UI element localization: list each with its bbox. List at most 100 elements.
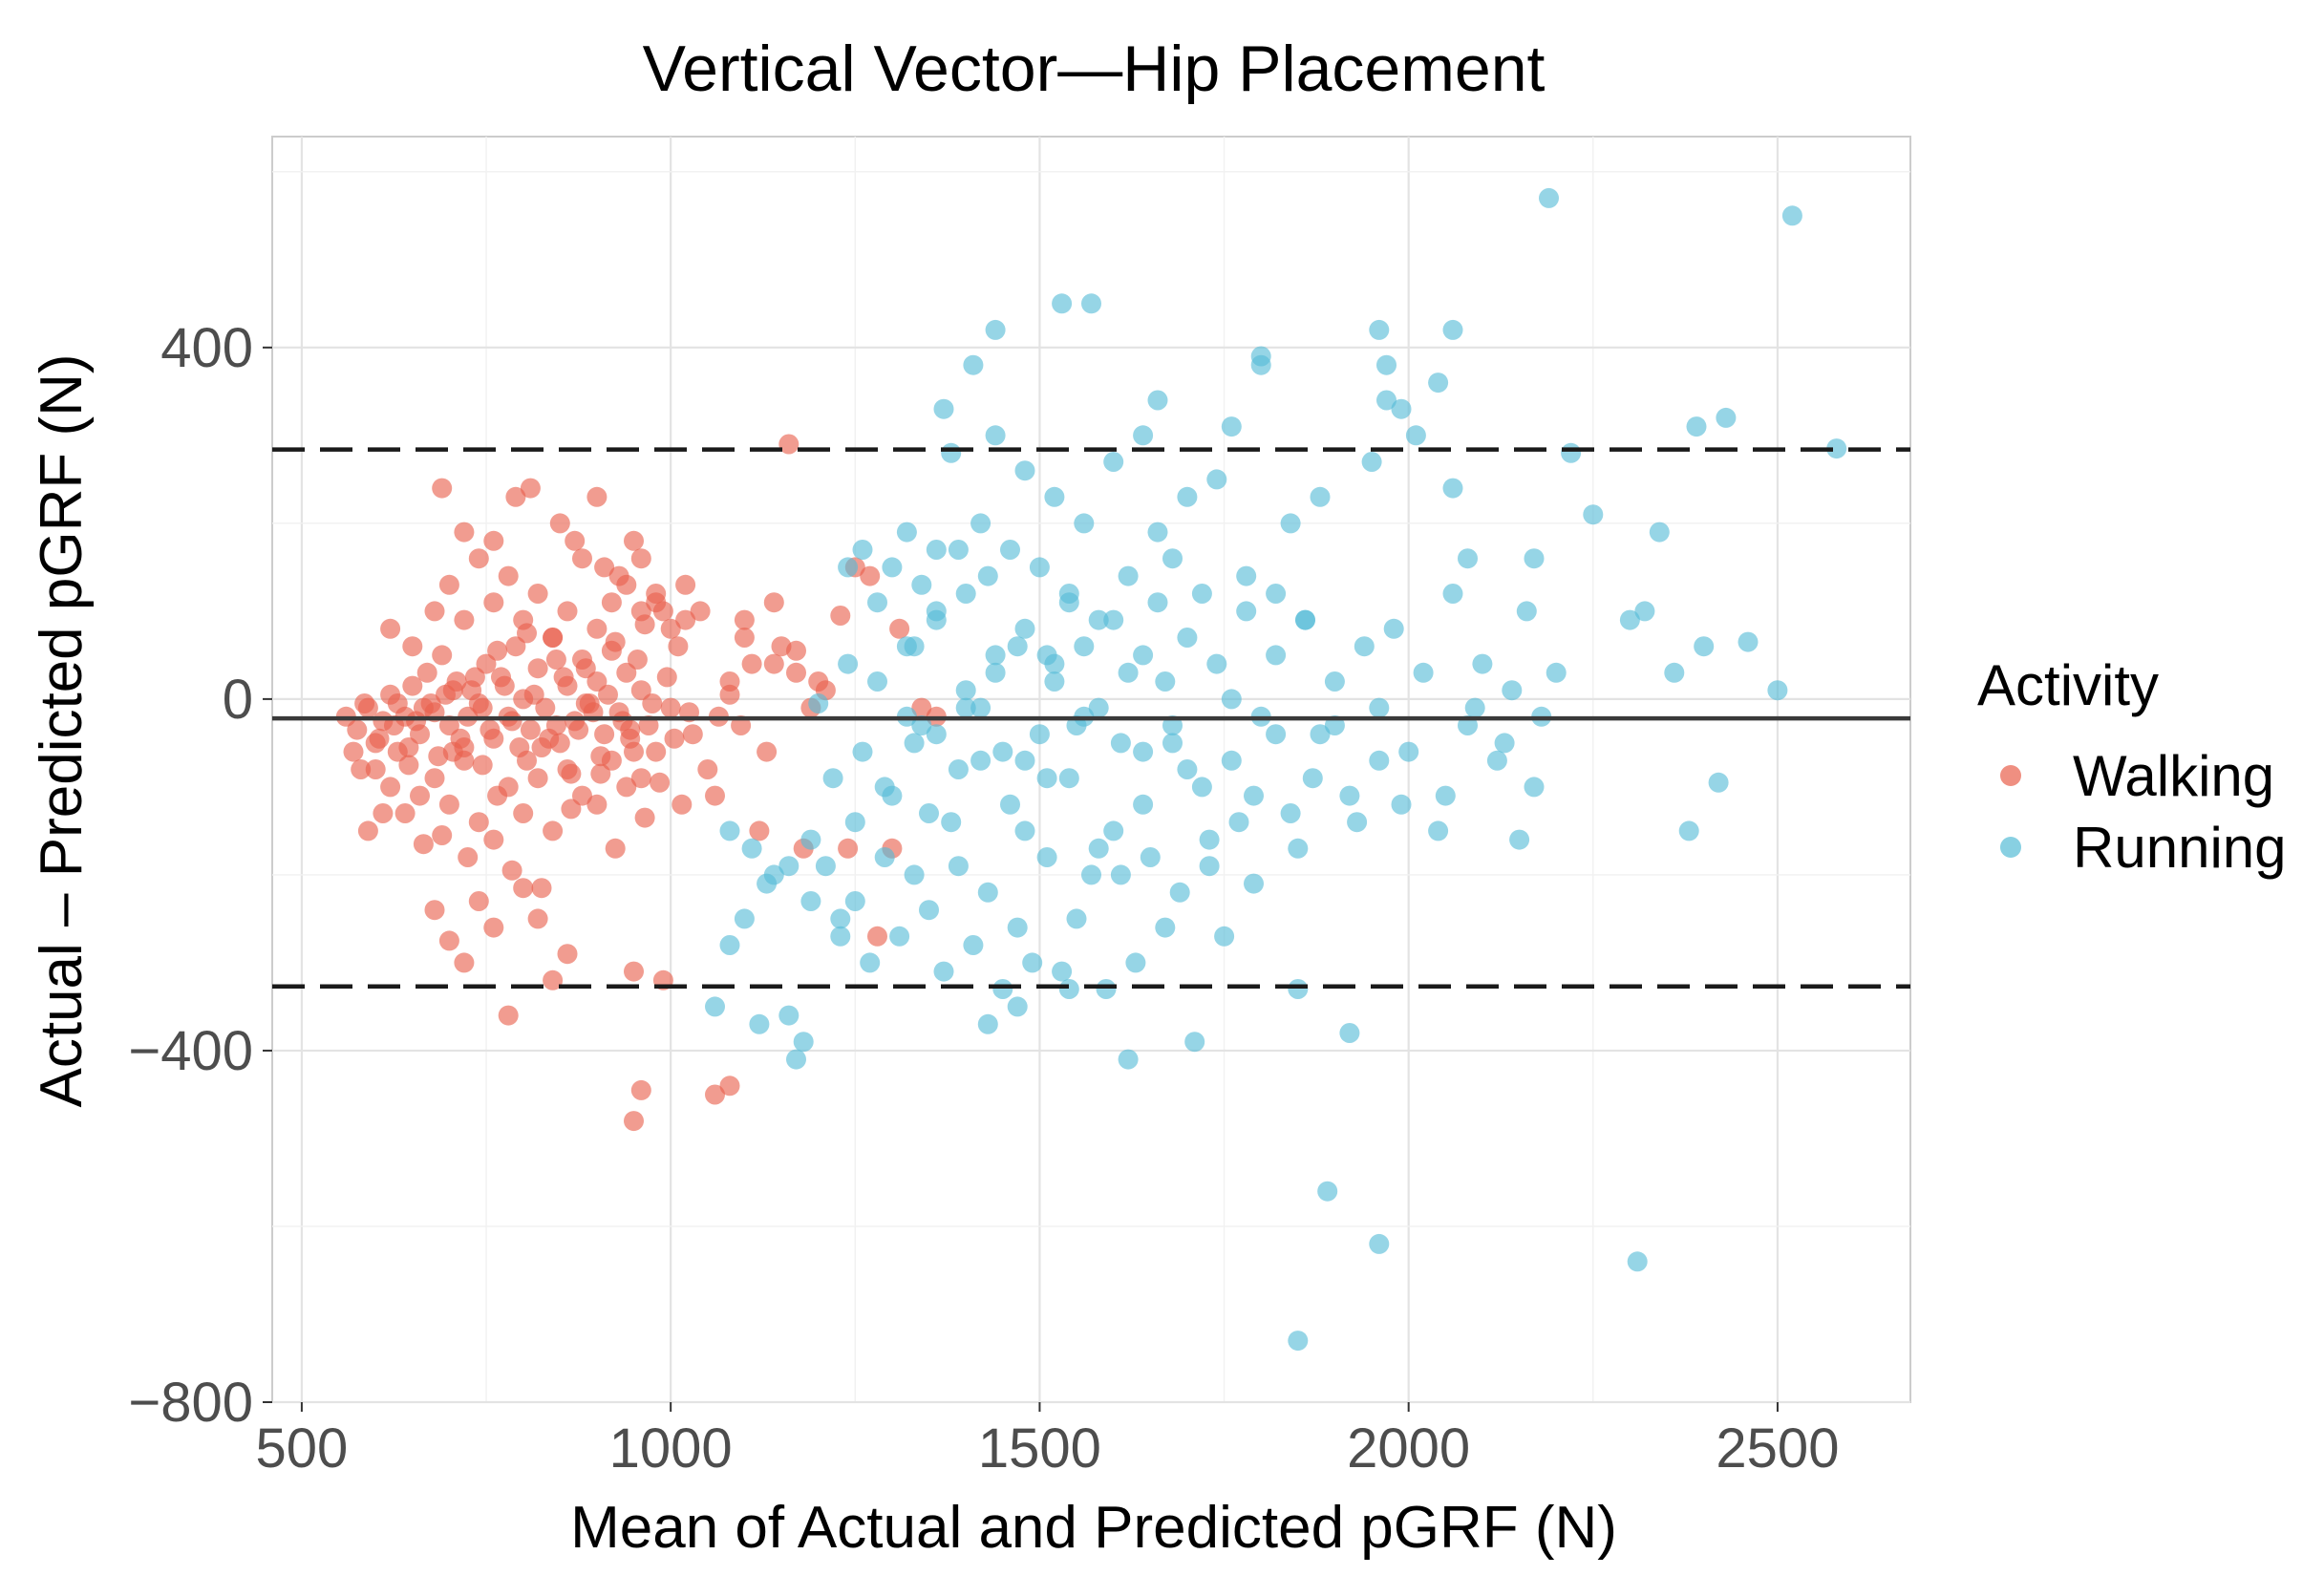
- point-running: [1014, 820, 1035, 841]
- point-walking: [620, 719, 641, 740]
- point-running: [1347, 812, 1368, 833]
- point-walking: [630, 680, 651, 701]
- point-walking: [498, 565, 519, 586]
- point-running: [1494, 733, 1515, 754]
- point-walking: [668, 636, 689, 657]
- point-running: [1110, 864, 1131, 885]
- point-running: [1103, 820, 1124, 841]
- point-running: [1147, 592, 1168, 613]
- point-running: [1244, 873, 1264, 894]
- point-walking: [450, 728, 471, 749]
- point-walking: [557, 601, 578, 622]
- point-walking: [911, 697, 932, 718]
- point-running: [778, 856, 800, 877]
- point-walking: [652, 601, 673, 622]
- point-walking: [432, 645, 453, 666]
- point-walking: [675, 574, 696, 595]
- point-running: [1007, 636, 1028, 657]
- point-walking: [598, 684, 618, 705]
- point-walking: [458, 847, 479, 867]
- point-running: [1324, 671, 1345, 692]
- point-running: [977, 1013, 998, 1034]
- point-running: [955, 697, 976, 718]
- point-walking: [594, 724, 615, 745]
- point-walking: [424, 601, 445, 622]
- point-walking: [605, 838, 626, 859]
- legend-key-walking: [2000, 765, 2021, 786]
- point-running: [719, 820, 740, 841]
- point-walking: [531, 878, 552, 899]
- point-running: [1664, 662, 1685, 683]
- point-running: [1228, 812, 1249, 833]
- point-walking: [838, 838, 859, 859]
- point-running: [948, 759, 969, 779]
- point-walking: [590, 763, 611, 784]
- point-walking: [867, 926, 887, 947]
- point-walking: [365, 759, 386, 779]
- point-walking: [505, 636, 526, 657]
- point-running: [1206, 469, 1227, 490]
- point-running: [1162, 548, 1183, 569]
- point-walking: [634, 807, 655, 828]
- point-running: [1619, 609, 1640, 630]
- point-running: [926, 540, 947, 560]
- point-running: [977, 882, 998, 903]
- point-walking: [616, 662, 637, 683]
- point-running: [1288, 1331, 1309, 1352]
- point-running: [1029, 557, 1050, 578]
- point-walking: [464, 667, 485, 688]
- point-walking: [860, 565, 881, 586]
- point-walking: [630, 768, 651, 789]
- legend-key-running: [2000, 837, 2021, 858]
- point-walking: [454, 952, 475, 973]
- point-running: [1074, 636, 1095, 657]
- point-walking: [650, 772, 671, 793]
- point-walking: [543, 969, 564, 990]
- point-running: [970, 750, 991, 771]
- point-running: [874, 847, 895, 867]
- point-running: [985, 662, 1006, 683]
- point-walking: [660, 618, 681, 639]
- point-running: [1339, 785, 1360, 806]
- point-walking: [682, 724, 703, 745]
- point-walking: [586, 618, 608, 639]
- point-running: [1103, 609, 1124, 630]
- point-running: [1199, 856, 1220, 877]
- point-running: [926, 724, 947, 745]
- point-running: [1280, 513, 1301, 534]
- point-walking: [424, 900, 445, 921]
- point-running: [1044, 653, 1065, 674]
- point-running: [1509, 829, 1530, 850]
- point-running: [852, 741, 873, 762]
- point-running: [1317, 1181, 1338, 1202]
- point-running: [778, 1005, 800, 1026]
- point-running: [1125, 952, 1146, 973]
- point-walking: [594, 557, 615, 578]
- point-walking: [749, 820, 770, 841]
- point-walking: [468, 812, 489, 833]
- point-running: [1007, 917, 1028, 938]
- point-walking: [513, 878, 534, 899]
- point-running: [955, 680, 976, 701]
- point-running: [1140, 847, 1161, 867]
- point-running: [1177, 759, 1198, 779]
- point-running: [1627, 1251, 1648, 1272]
- point-walking: [697, 759, 718, 779]
- point-running: [749, 1013, 770, 1034]
- point-walking: [561, 799, 582, 820]
- point-walking: [523, 684, 544, 705]
- point-running: [1096, 979, 1117, 999]
- point-running: [977, 565, 998, 586]
- point-walking: [624, 530, 644, 551]
- point-running: [882, 557, 903, 578]
- point-running: [1206, 653, 1227, 674]
- legend-label-running: Running: [2073, 816, 2287, 880]
- point-walking: [472, 697, 493, 718]
- point-running: [1044, 671, 1065, 692]
- point-running: [904, 733, 925, 754]
- point-running: [1266, 645, 1287, 666]
- point-running: [1369, 750, 1390, 771]
- point-running: [860, 952, 881, 973]
- point-running: [1058, 768, 1079, 789]
- point-running: [1383, 618, 1404, 639]
